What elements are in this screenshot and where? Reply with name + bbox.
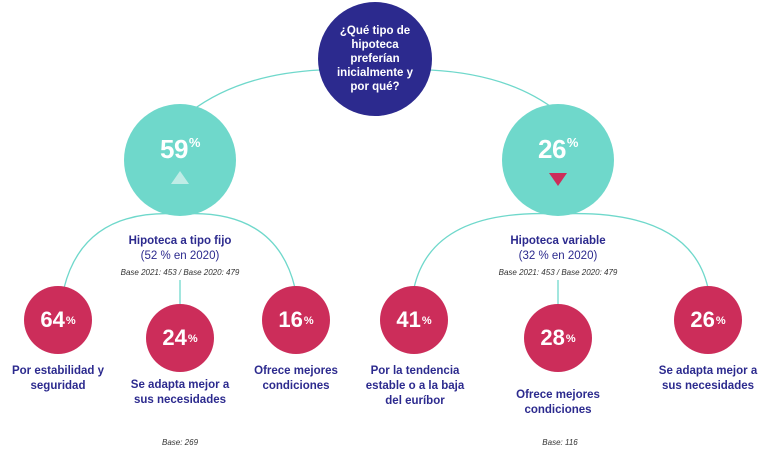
variable-reason-2-circle: 28%: [524, 304, 592, 372]
variable-rate-title: Hipoteca variable: [510, 235, 606, 247]
variable-rate-base: Base 2021: 453 / Base 2020: 479: [498, 268, 618, 277]
fixed-rate-circle: 59%: [124, 104, 236, 216]
fixed-footer-base: Base: 269: [161, 438, 199, 447]
fixed-reason-3-label: Ofrece mejores condiciones: [254, 365, 338, 392]
fixed-rate-base: Base 2021: 453 / Base 2020: 479: [120, 268, 240, 277]
connector-root-variable: [429, 69, 559, 113]
fixed-reason-2-label: Se adapta mejor a sus necesidades: [130, 379, 230, 406]
connector-fixed-reason-1: [63, 212, 181, 289]
connector-variable-reason-3: [557, 212, 709, 289]
connector-variable-reason-1: [413, 212, 559, 289]
variable-footer-base: Base: 116: [542, 438, 578, 447]
connector-fixed-reason-3: [179, 212, 296, 289]
up-arrow-icon: [171, 171, 189, 184]
variable-reason-1-label: Por la tendencia estable o a la baja del…: [365, 365, 465, 407]
fixed-rate-previous: (52 % en 2020): [140, 250, 220, 262]
variable-rate-previous: (32 % en 2020): [518, 250, 598, 262]
down-arrow-icon: [549, 173, 567, 186]
fixed-reason-1-circle: 64%: [24, 286, 92, 354]
question-text: ¿Qué tipo de hipoteca preferían inicialm…: [336, 25, 414, 93]
variable-reason-2-label: Ofrece mejores condiciones: [516, 389, 600, 416]
fixed-rate-title-block: Hipoteca a tipo fijo (52 % en 2020): [90, 234, 270, 264]
question-circle: ¿Qué tipo de hipoteca preferían inicialm…: [318, 2, 432, 116]
variable-rate-percentage: 26%: [538, 134, 578, 164]
variable-rate-title-block: Hipoteca variable (32 % en 2020): [468, 234, 648, 264]
variable-reason-3-circle: 26%: [674, 286, 742, 354]
variable-reason-3-label: Se adapta mejor a sus necesidades: [658, 365, 758, 392]
connector-root-fixed: [189, 69, 321, 113]
fixed-reason-3-circle: 16%: [262, 286, 330, 354]
fixed-reason-1-label: Por estabilidad y seguridad: [11, 365, 105, 392]
fixed-rate-title: Hipoteca a tipo fijo: [128, 235, 232, 247]
fixed-rate-percentage: 59%: [160, 134, 200, 164]
variable-reason-1-circle: 41%: [380, 286, 448, 354]
fixed-reason-2-circle: 24%: [146, 304, 214, 372]
variable-rate-circle: 26%: [502, 104, 614, 216]
